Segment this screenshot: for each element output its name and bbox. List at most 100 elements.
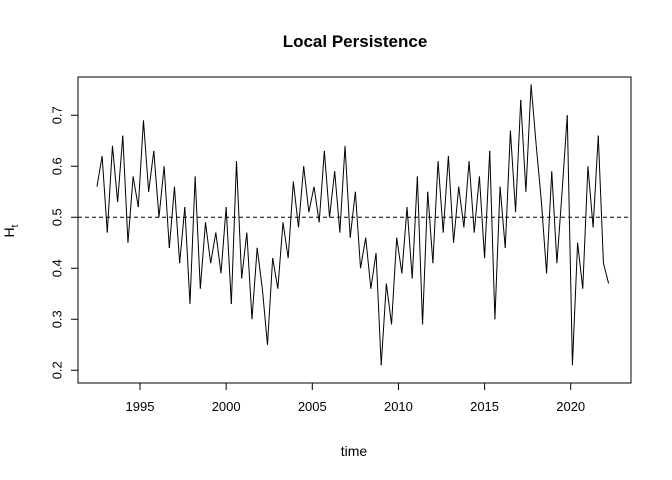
y-tick-label: 0.5 bbox=[50, 208, 65, 226]
series-segment bbox=[148, 150, 155, 192]
x-tick-label: 2020 bbox=[556, 399, 585, 414]
series-segment bbox=[308, 186, 315, 213]
series-segment bbox=[194, 176, 201, 289]
series-segment bbox=[540, 201, 548, 274]
series-segment bbox=[106, 145, 113, 233]
series-segment bbox=[571, 242, 579, 366]
series-segment bbox=[354, 191, 362, 269]
series-segment bbox=[189, 176, 196, 304]
series-segment bbox=[220, 207, 227, 274]
series-segment bbox=[251, 247, 258, 320]
series-segment bbox=[411, 176, 418, 279]
series-segment bbox=[592, 135, 599, 228]
series-segment bbox=[137, 120, 144, 208]
series-segment bbox=[204, 222, 212, 264]
series-segment bbox=[401, 207, 408, 274]
series-segment bbox=[437, 161, 444, 233]
x-tick-label: 2005 bbox=[298, 399, 327, 414]
y-tick-label: 0.4 bbox=[50, 259, 65, 277]
series-segment bbox=[484, 150, 491, 259]
series-segment bbox=[463, 161, 470, 228]
series-segment bbox=[468, 161, 475, 233]
series-segment bbox=[561, 115, 568, 192]
series-segment bbox=[230, 161, 237, 304]
x-tick-label: 2010 bbox=[384, 399, 413, 414]
series-segment bbox=[509, 130, 517, 213]
series-segment bbox=[323, 150, 331, 218]
x-tick-label: 1995 bbox=[126, 399, 155, 414]
x-axis-label: time bbox=[341, 443, 368, 459]
series-segment bbox=[602, 263, 610, 284]
series-segment bbox=[494, 186, 501, 320]
series-layer bbox=[96, 84, 610, 366]
series-segment bbox=[329, 171, 336, 218]
series-segment bbox=[277, 222, 284, 289]
series-segment bbox=[432, 161, 439, 264]
series-segment bbox=[442, 156, 449, 233]
series-segment bbox=[256, 247, 263, 289]
series-segment bbox=[210, 232, 217, 264]
series-segment bbox=[117, 135, 124, 202]
series-segment bbox=[582, 166, 589, 289]
series-segment bbox=[199, 222, 206, 289]
series-0 bbox=[96, 84, 610, 366]
series-segment bbox=[246, 232, 253, 320]
series-segment bbox=[520, 99, 527, 192]
series-segment bbox=[499, 186, 506, 248]
series-segment bbox=[453, 186, 460, 243]
y-axis-label-main: H bbox=[1, 227, 17, 237]
series-segment bbox=[132, 176, 139, 208]
series-segment bbox=[360, 237, 367, 269]
series-segment bbox=[577, 242, 584, 289]
y-tick-label: 0.2 bbox=[50, 361, 65, 379]
chart-title: Local Persistence bbox=[283, 32, 428, 51]
series-segment bbox=[385, 283, 393, 325]
series-segment bbox=[235, 161, 243, 279]
series-segment bbox=[478, 176, 486, 259]
series-segment bbox=[272, 257, 279, 289]
series-segment bbox=[298, 166, 305, 228]
series-segment bbox=[458, 186, 465, 228]
series-segment bbox=[375, 252, 382, 366]
series-segment bbox=[127, 176, 134, 243]
series-segment bbox=[153, 150, 160, 218]
x-tick-label: 2000 bbox=[212, 399, 241, 414]
series-segment bbox=[261, 288, 268, 345]
plot-frame bbox=[77, 76, 632, 384]
series-segment bbox=[241, 232, 248, 279]
series-segment bbox=[587, 166, 594, 228]
series-segment bbox=[447, 156, 455, 243]
series-segment bbox=[504, 130, 511, 248]
series-segment bbox=[391, 237, 398, 325]
y-axis-label-group: Ht bbox=[1, 224, 21, 237]
series-segment bbox=[422, 191, 429, 325]
series-segment bbox=[489, 150, 496, 320]
series-segment bbox=[215, 232, 222, 274]
y-axis-label: Ht bbox=[1, 224, 21, 237]
series-segment bbox=[515, 99, 522, 213]
series-segment bbox=[427, 191, 434, 264]
series-segment bbox=[313, 186, 320, 223]
series-segment bbox=[339, 145, 346, 233]
series-segment bbox=[473, 176, 480, 233]
series-segment bbox=[292, 181, 300, 228]
y-axis-label-subscript: t bbox=[10, 224, 21, 227]
series-segment bbox=[416, 176, 424, 325]
y-axis: 0.2 0.3 0.4 0.5 0.6 0.7 bbox=[50, 106, 79, 379]
series-segment bbox=[556, 191, 563, 264]
x-tick-label: 2015 bbox=[470, 399, 499, 414]
series-segment bbox=[173, 186, 181, 264]
series-segment bbox=[225, 207, 232, 304]
series-segment bbox=[122, 135, 129, 243]
series-segment bbox=[344, 145, 351, 238]
y-tick-label: 0.3 bbox=[50, 310, 65, 328]
series-segment bbox=[303, 166, 310, 213]
series-segment bbox=[535, 145, 542, 202]
series-segment bbox=[287, 181, 294, 259]
y-tick-label: 0.7 bbox=[50, 106, 65, 124]
series-segment bbox=[184, 207, 191, 304]
series-segment bbox=[158, 166, 165, 218]
series-segment bbox=[142, 120, 150, 192]
